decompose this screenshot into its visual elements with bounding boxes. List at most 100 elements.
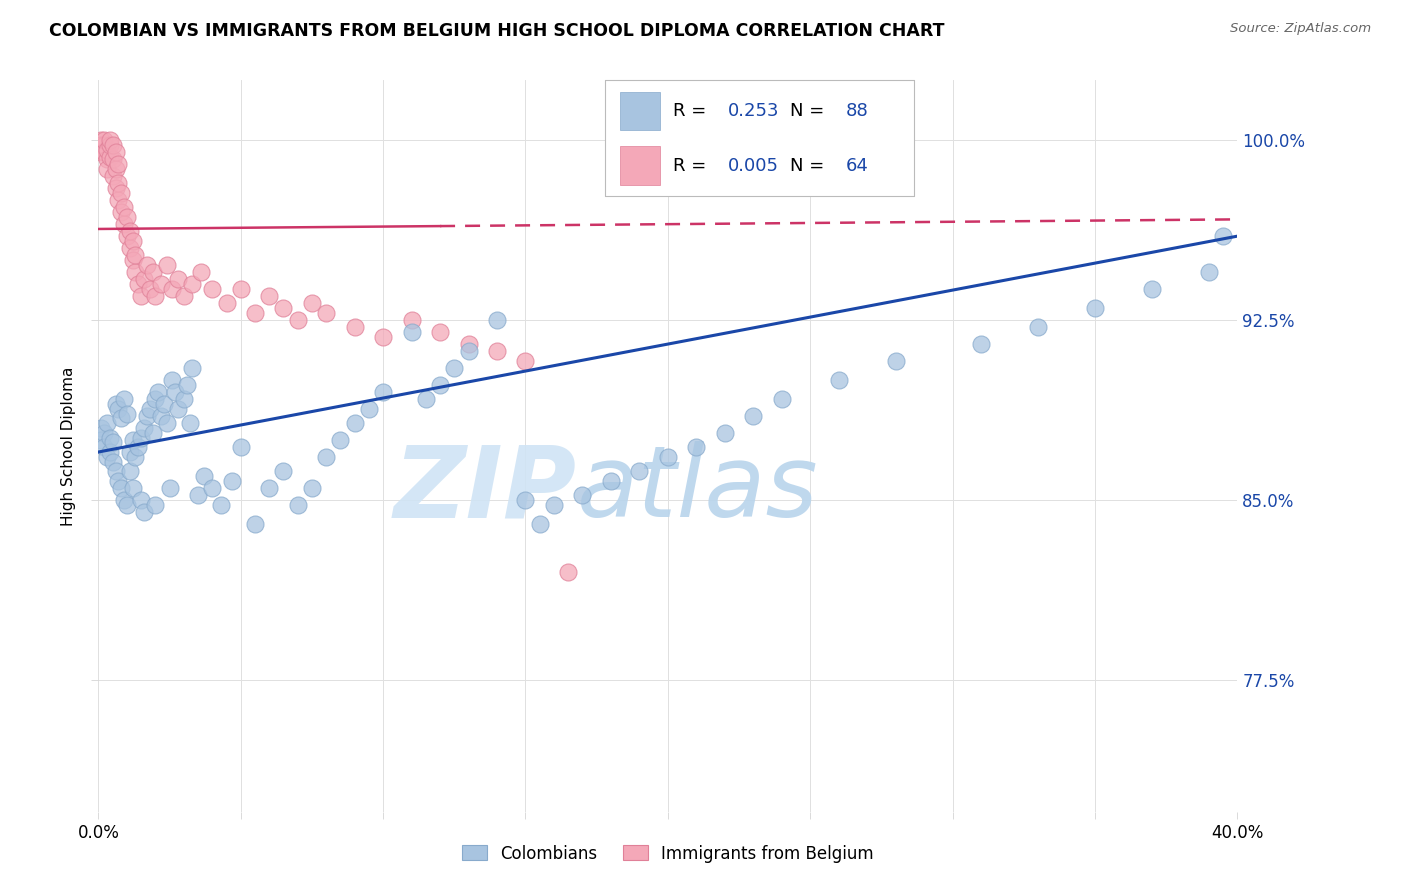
Point	[101, 169, 124, 184]
Point	[181, 277, 204, 292]
Point	[110, 481, 132, 495]
Point	[121, 433, 143, 447]
Point	[124, 450, 146, 464]
Point	[129, 431, 152, 445]
Text: N =: N =	[790, 156, 830, 175]
Point	[110, 411, 132, 425]
Point	[259, 289, 281, 303]
Point	[343, 416, 366, 430]
Point	[273, 301, 295, 315]
Point	[101, 435, 124, 450]
Point	[145, 498, 167, 512]
Point	[557, 565, 579, 579]
FancyBboxPatch shape	[620, 146, 661, 185]
Point	[90, 145, 112, 160]
Point	[486, 313, 509, 327]
Point	[167, 272, 190, 286]
Point	[93, 145, 115, 160]
Point	[243, 306, 266, 320]
Point	[107, 177, 129, 191]
Point	[209, 498, 232, 512]
Point	[571, 488, 593, 502]
Point	[101, 153, 124, 167]
Point	[90, 133, 112, 147]
Point	[529, 516, 551, 531]
Point	[132, 421, 155, 435]
Point	[96, 416, 118, 430]
Point	[287, 498, 309, 512]
Point	[141, 425, 163, 440]
Point	[162, 282, 184, 296]
Point	[1026, 320, 1049, 334]
Text: atlas: atlas	[576, 442, 818, 539]
Point	[685, 440, 707, 454]
Point	[101, 454, 124, 468]
Point	[138, 282, 160, 296]
Point	[457, 337, 479, 351]
Point	[118, 224, 141, 238]
Point	[124, 265, 146, 279]
Point	[357, 401, 380, 416]
FancyBboxPatch shape	[620, 92, 661, 130]
Point	[145, 392, 167, 407]
Point	[127, 440, 149, 454]
Point	[121, 481, 143, 495]
Point	[115, 229, 138, 244]
Point	[141, 265, 163, 279]
Point	[90, 433, 112, 447]
Point	[101, 138, 124, 153]
Point	[110, 186, 132, 200]
Point	[96, 153, 118, 167]
Point	[259, 481, 281, 495]
Point	[301, 481, 323, 495]
Point	[243, 516, 266, 531]
Point	[93, 138, 115, 153]
Point	[884, 354, 907, 368]
Point	[150, 277, 173, 292]
Point	[181, 361, 204, 376]
Point	[315, 450, 337, 464]
Point	[173, 392, 195, 407]
Point	[112, 492, 135, 507]
Point	[1084, 301, 1107, 315]
Point	[112, 200, 135, 214]
Point	[96, 143, 118, 157]
Point	[287, 313, 309, 327]
Point	[107, 193, 129, 207]
Point	[121, 253, 143, 268]
Text: R =: R =	[672, 102, 711, 120]
Point	[190, 265, 212, 279]
Text: R =: R =	[672, 156, 711, 175]
Point	[132, 272, 155, 286]
Point	[98, 445, 121, 459]
Point	[129, 492, 152, 507]
Point	[329, 433, 352, 447]
Point	[115, 407, 138, 421]
Text: 64: 64	[846, 156, 869, 175]
Point	[515, 354, 537, 368]
Point	[118, 445, 141, 459]
Point	[127, 277, 149, 292]
Point	[970, 337, 993, 351]
Point	[138, 401, 160, 416]
Point	[1198, 265, 1220, 279]
Text: 0.253: 0.253	[728, 102, 780, 120]
Point	[156, 416, 179, 430]
Point	[104, 464, 127, 478]
Point	[98, 133, 121, 147]
Point	[401, 325, 423, 339]
Point	[156, 258, 179, 272]
Point	[150, 409, 173, 423]
Point	[173, 289, 195, 303]
Point	[443, 361, 465, 376]
Point	[657, 450, 679, 464]
Point	[115, 210, 138, 224]
Point	[145, 289, 167, 303]
Point	[167, 401, 190, 416]
Point	[98, 138, 121, 153]
Y-axis label: High School Diploma: High School Diploma	[60, 367, 76, 525]
Point	[742, 409, 765, 423]
Point	[429, 377, 451, 392]
Point	[828, 373, 851, 387]
Point	[112, 217, 135, 231]
